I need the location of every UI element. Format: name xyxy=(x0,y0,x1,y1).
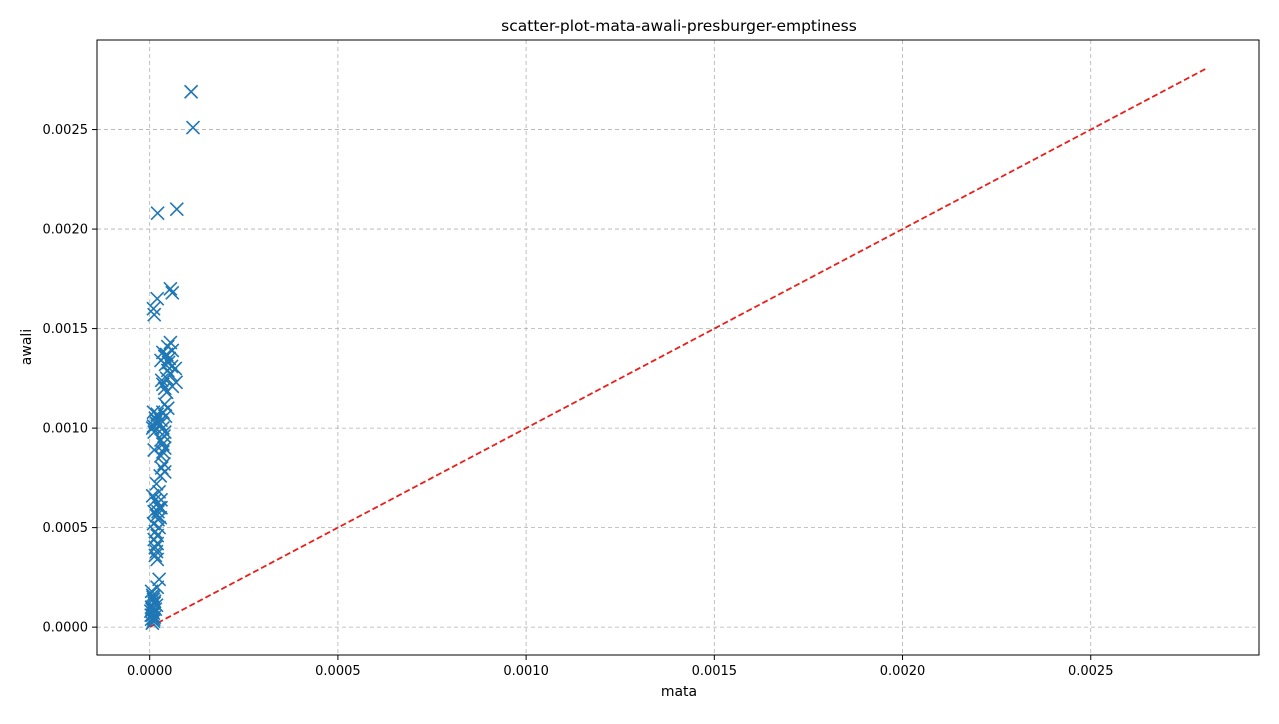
data-point xyxy=(153,432,169,448)
data-point xyxy=(148,548,163,563)
y-tick-label: 0.0010 xyxy=(43,422,89,437)
data-point xyxy=(168,361,183,376)
tick-layer: 0.0000 0.0005 0.0010 0.0015 0.0020 0.0025 0.00… xyxy=(43,123,1114,679)
data-point xyxy=(169,202,184,217)
x-tick-label: 0.0005 xyxy=(315,664,361,679)
y-axis-label: awali xyxy=(19,329,35,365)
data-point xyxy=(150,291,165,306)
data-point xyxy=(155,444,170,460)
data-point xyxy=(150,552,165,567)
data-point xyxy=(155,377,170,392)
plot-frame xyxy=(96,39,1260,656)
y-tick-label: 0.0000 xyxy=(43,621,89,636)
data-point xyxy=(165,285,180,300)
data-point xyxy=(146,301,161,316)
data-point xyxy=(150,504,166,519)
reference-line-layer xyxy=(149,67,1208,628)
data-point xyxy=(163,335,178,350)
data-point xyxy=(149,476,164,491)
data-point xyxy=(145,488,160,503)
data-point xyxy=(150,206,165,221)
data-point xyxy=(146,612,161,627)
x-tick-label: 0.0010 xyxy=(503,664,549,679)
data-point xyxy=(147,594,162,609)
x-tick-label: 0.0025 xyxy=(1068,664,1114,679)
data-point xyxy=(153,417,168,432)
data-point xyxy=(157,425,172,440)
y-tick-label: 0.0025 xyxy=(43,123,89,138)
data-points-layer xyxy=(143,84,201,631)
data-point xyxy=(144,608,159,623)
data-point xyxy=(154,373,169,388)
data-point xyxy=(146,590,161,605)
x-tick-label: 0.0015 xyxy=(692,664,738,679)
data-point xyxy=(147,307,162,322)
data-point xyxy=(144,584,159,599)
chart-title: scatter-plot-mata-awali-presburger-empti… xyxy=(501,17,857,35)
data-point xyxy=(148,492,163,507)
reference-line xyxy=(149,67,1208,628)
data-point xyxy=(155,436,170,452)
data-point xyxy=(185,120,201,135)
data-point xyxy=(147,442,162,458)
grid-layer xyxy=(97,40,1259,655)
y-tick-label: 0.0005 xyxy=(43,521,89,536)
x-tick-label: 0.0000 xyxy=(127,664,173,679)
y-tick-label: 0.0015 xyxy=(43,322,89,337)
data-point xyxy=(153,413,169,428)
x-tick-label: 0.0020 xyxy=(880,664,926,679)
data-point xyxy=(158,357,173,372)
data-point xyxy=(184,84,199,99)
data-point xyxy=(152,572,167,587)
data-point xyxy=(152,484,167,499)
y-tick-label: 0.0020 xyxy=(43,223,89,238)
data-point xyxy=(149,508,164,523)
data-point xyxy=(153,468,168,483)
data-point xyxy=(155,345,170,360)
data-point xyxy=(159,385,174,400)
x-axis-label: mata xyxy=(661,684,697,700)
data-point xyxy=(163,281,178,296)
data-point xyxy=(157,381,172,396)
